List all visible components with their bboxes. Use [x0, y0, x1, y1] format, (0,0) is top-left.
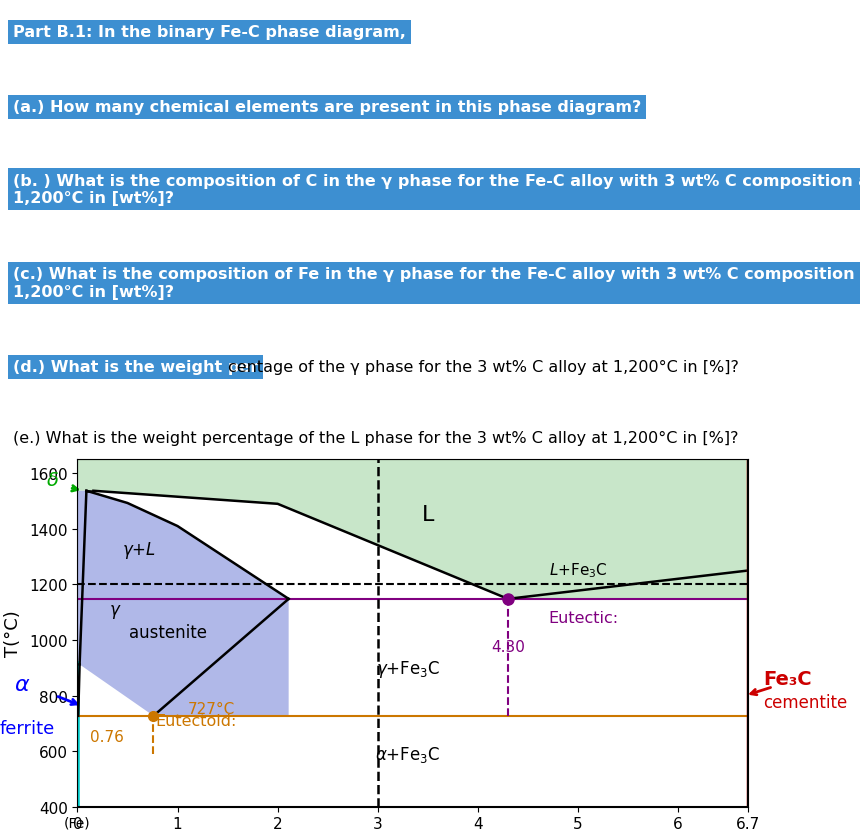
Text: Eutectic:: Eutectic: [548, 610, 618, 625]
Text: Eutectoid:: Eutectoid: [156, 713, 236, 728]
Text: Fe₃C: Fe₃C [763, 670, 812, 689]
Text: (Fe): (Fe) [64, 815, 90, 829]
Text: centage of the γ phase for the 3 wt% C alloy at 1,200°C in [%]?: centage of the γ phase for the 3 wt% C a… [228, 360, 739, 375]
Text: 0.76: 0.76 [90, 729, 125, 744]
Text: (c.) What is the composition of Fe in the γ phase for the Fe-C alloy with 3 wt% : (c.) What is the composition of Fe in th… [13, 267, 860, 299]
Text: $\gamma$+$L$: $\gamma$+$L$ [122, 539, 157, 560]
Text: austenite: austenite [130, 624, 207, 641]
Text: ferrite: ferrite [0, 719, 55, 737]
Text: cementite: cementite [763, 693, 847, 711]
Text: $\alpha$+Fe$_3$C: $\alpha$+Fe$_3$C [375, 745, 440, 765]
Text: Part B.1: In the binary Fe-C phase diagram,: Part B.1: In the binary Fe-C phase diagr… [13, 25, 406, 40]
Polygon shape [77, 492, 289, 716]
Y-axis label: T(°C): T(°C) [4, 610, 22, 656]
Text: (a.) How many chemical elements are present in this phase diagram?: (a.) How many chemical elements are pres… [13, 100, 642, 115]
Text: $\gamma$+Fe$_3$C: $\gamma$+Fe$_3$C [376, 659, 440, 680]
Text: $\gamma$: $\gamma$ [109, 602, 122, 619]
Polygon shape [77, 460, 748, 599]
Text: (e.) What is the weight percentage of the L phase for the 3 wt% C alloy at 1,200: (e.) What is the weight percentage of th… [13, 431, 739, 446]
Text: $L$+Fe$_3$C: $L$+Fe$_3$C [549, 561, 607, 579]
Text: $\delta$: $\delta$ [46, 471, 58, 489]
Text: 4.30: 4.30 [491, 640, 525, 655]
Text: L: L [421, 505, 434, 525]
Text: 727°C: 727°C [187, 701, 235, 716]
Text: (b. ) What is the composition of C in the γ phase for the Fe-C alloy with 3 wt% : (b. ) What is the composition of C in th… [13, 173, 860, 206]
Text: $\alpha$: $\alpha$ [14, 674, 30, 694]
Text: (d.) What is the weight per: (d.) What is the weight per [13, 360, 258, 375]
X-axis label: C$_o$, wt% C: C$_o$, wt% C [367, 834, 458, 836]
